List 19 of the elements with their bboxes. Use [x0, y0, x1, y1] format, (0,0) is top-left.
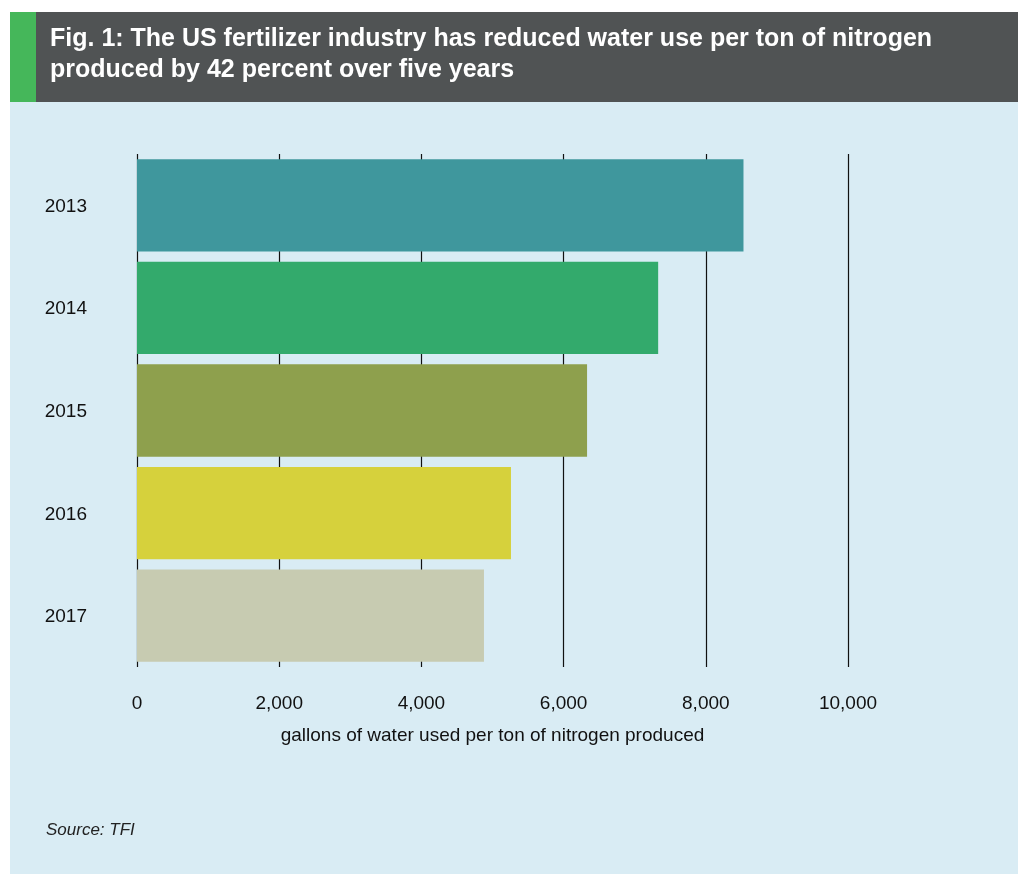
x-tick-label: 8,000 [682, 692, 730, 713]
bar [137, 569, 484, 662]
x-axis-title: gallons of water used per ton of nitrogen produced [280, 724, 705, 745]
x-tick-label: 4,000 [397, 692, 446, 713]
bar [137, 261, 659, 355]
y-tick-label: 2016 [44, 502, 87, 524]
chart-title: Fig. 1: The US fertilizer industry has reduced water use per ton of nitrogen produced by 42 percent over five years [10, 12, 1018, 102]
x-tick-label: 10,000 [818, 692, 878, 713]
x-tick-label: 0 [131, 692, 143, 713]
bar [137, 159, 744, 252]
y-tick-label: 2013 [44, 194, 87, 216]
y-tick-label: 2017 [44, 605, 87, 627]
bar [137, 364, 588, 457]
y-tick-label: 2015 [44, 400, 87, 421]
source-note: Source: TFI [46, 820, 135, 840]
bar [137, 466, 511, 560]
x-tick-label: 6,000 [539, 692, 588, 713]
x-tick-label: 2,000 [255, 692, 303, 713]
y-tick-label: 2014 [44, 297, 88, 319]
